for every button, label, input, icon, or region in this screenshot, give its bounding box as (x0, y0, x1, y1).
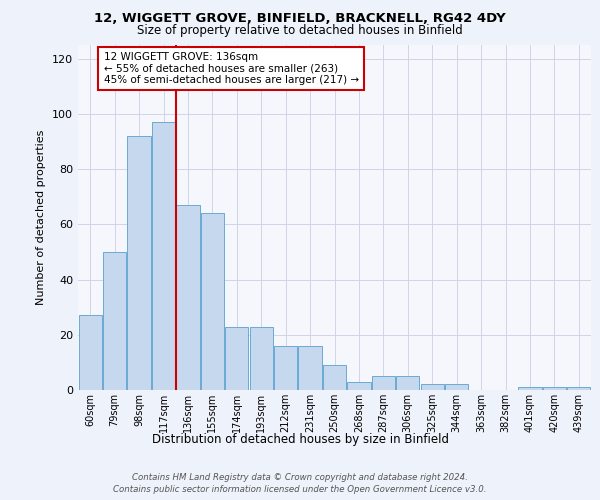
Bar (79, 316, 102, 390)
Text: 12 WIGGETT GROVE: 136sqm
← 55% of detached houses are smaller (263)
45% of semi-: 12 WIGGETT GROVE: 136sqm ← 55% of detach… (104, 52, 359, 85)
Bar (225, 326, 248, 390)
Bar (176, 205, 200, 390)
Text: Contains HM Land Registry data © Crown copyright and database right 2024.
Contai: Contains HM Land Registry data © Crown c… (113, 472, 487, 494)
Bar (372, 376, 395, 390)
Bar (347, 382, 371, 390)
Bar (127, 136, 151, 390)
Bar (518, 387, 542, 390)
Y-axis label: Number of detached properties: Number of detached properties (37, 130, 46, 305)
Text: Size of property relative to detached houses in Binfield: Size of property relative to detached ho… (137, 24, 463, 37)
Text: 12, WIGGETT GROVE, BINFIELD, BRACKNELL, RG42 4DY: 12, WIGGETT GROVE, BINFIELD, BRACKNELL, … (94, 12, 506, 26)
Bar (396, 376, 419, 390)
Bar (323, 365, 346, 390)
Bar (567, 387, 590, 390)
Bar (298, 346, 322, 390)
Text: Distribution of detached houses by size in Binfield: Distribution of detached houses by size … (151, 432, 449, 446)
Bar (421, 384, 444, 390)
Bar (274, 346, 297, 390)
Bar (103, 252, 126, 390)
Bar (250, 326, 273, 390)
Bar (152, 122, 175, 390)
Bar (201, 214, 224, 390)
Bar (543, 387, 566, 390)
Bar (445, 384, 468, 390)
